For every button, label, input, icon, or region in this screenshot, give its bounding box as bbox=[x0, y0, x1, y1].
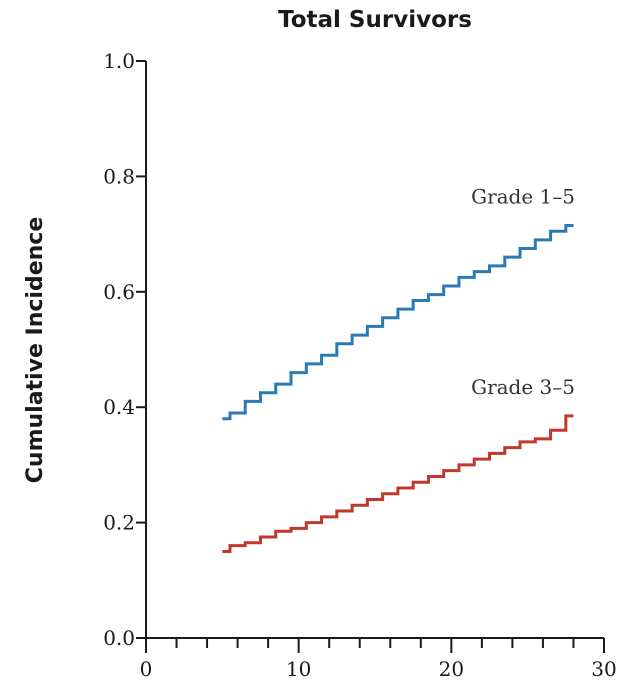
x-tick-label: 30 bbox=[591, 657, 616, 681]
y-tick-label: 0.4 bbox=[103, 395, 135, 419]
series-label: Grade 1–5 bbox=[471, 184, 575, 208]
x-tick-label: 20 bbox=[439, 657, 464, 681]
y-tick-label: 0.2 bbox=[103, 511, 135, 535]
x-tick-label: 0 bbox=[140, 657, 153, 681]
y-tick-label: 0.0 bbox=[103, 626, 135, 650]
y-tick-label: 0.8 bbox=[103, 164, 135, 188]
series-layer bbox=[222, 223, 574, 553]
y-tick-label: 1.0 bbox=[103, 49, 135, 73]
series-label: Grade 3–5 bbox=[471, 375, 575, 399]
y-axis-label: Cumulative Incidence bbox=[23, 217, 48, 483]
x-tick-label: 10 bbox=[286, 657, 311, 681]
series-line-1 bbox=[222, 414, 574, 553]
y-tick-label: 0.6 bbox=[103, 280, 135, 304]
series-line-0 bbox=[222, 223, 574, 421]
series-labels: Grade 1–5 Grade 3–5 bbox=[471, 184, 575, 398]
axes: 0.0 0.2 0.4 0.6 0.8 1.0 0 10 20 30 bbox=[103, 49, 617, 681]
chart-title: Total Survivors bbox=[278, 7, 472, 33]
